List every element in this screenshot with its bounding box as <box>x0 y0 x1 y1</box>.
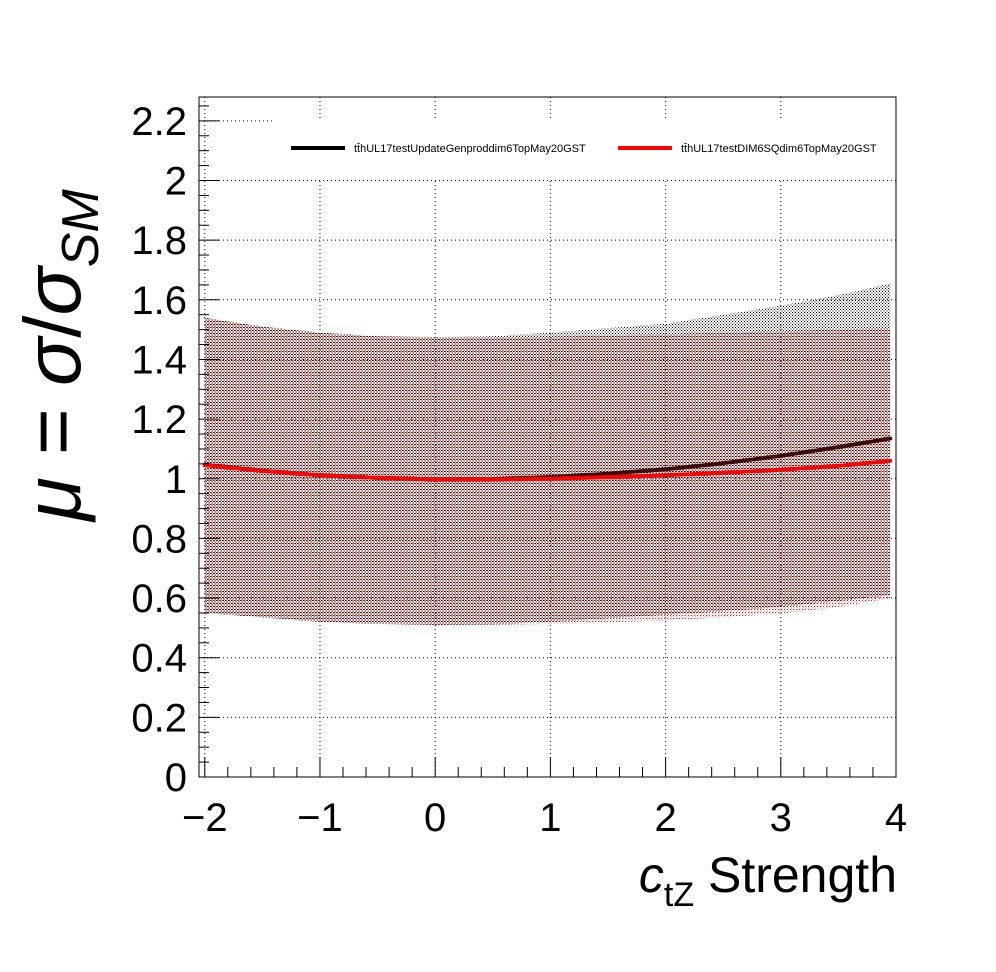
y-axis-title-eq: = <box>8 386 97 477</box>
tick-labels: −2 −1 0 1 2 3 4 0 0.2 0.4 0.6 0.8 1 1.2 1.4 1.6 1.8 2 2.2 <box>131 100 907 840</box>
x-tick-label-5: 3 <box>770 796 792 840</box>
legend-label-1: tt̄hUL17testDIM6SQdim6TopMay20GST <box>681 143 877 155</box>
axis-ticks <box>199 105 897 778</box>
y-tick-label-2: 0.4 <box>131 637 187 681</box>
uncertainty-bands <box>204 283 891 625</box>
y-axis-title-sigma: σ <box>8 335 97 386</box>
y-axis-title-slash: / <box>8 315 97 338</box>
y-tick-label-3: 0.6 <box>131 577 187 621</box>
x-tick-label-3: 1 <box>539 796 561 840</box>
y-tick-label-1: 0.2 <box>131 696 187 740</box>
y-tick-label-11: 2.2 <box>131 100 187 144</box>
y-tick-label-4: 0.8 <box>131 517 187 561</box>
legend: tt̄hUL17testUpdateGenproddim6TopMay20GST… <box>291 143 877 155</box>
y-tick-label-10: 2 <box>165 160 187 204</box>
y-tick-label-0: 0 <box>165 756 187 800</box>
x-tick-label-0: −2 <box>182 796 228 840</box>
legend-entry-0: tt̄hUL17testUpdateGenproddim6TopMay20GST <box>291 143 586 155</box>
x-axis-title-text: Strength <box>694 847 897 903</box>
x-axis-title: ctZ Strength <box>639 847 897 914</box>
legend-box <box>275 120 897 180</box>
y-axis-title-mu: μ <box>8 477 97 523</box>
x-tick-label-2: 0 <box>424 796 446 840</box>
series-lines <box>202 436 893 482</box>
y-tick-label-9: 1.8 <box>131 219 187 263</box>
x-axis-title-subscript: tZ <box>664 876 694 914</box>
series-line-1 <box>202 458 893 482</box>
legend-entry-1: tt̄hUL17testDIM6SQdim6TopMay20GST <box>618 143 877 155</box>
y-tick-label-8: 1.6 <box>131 279 187 323</box>
y-axis-title: μ = σ/σSM <box>8 189 110 523</box>
plot-frame <box>198 96 897 778</box>
x-tick-label-6: 4 <box>885 796 907 840</box>
x-tick-label-1: −1 <box>297 796 343 840</box>
uncertainty-band-1 <box>204 317 891 625</box>
y-tick-label-6: 1.2 <box>131 398 187 442</box>
y-axis-title-sigma2: σ <box>8 265 97 316</box>
x-axis-title-symbol: c <box>639 847 664 903</box>
y-axis-title-subscript: SM <box>52 189 110 268</box>
y-tick-label-7: 1.4 <box>131 338 187 382</box>
y-tick-label-5: 1 <box>165 458 187 502</box>
legend-label-0: tt̄hUL17testUpdateGenproddim6TopMay20GST <box>354 143 586 155</box>
x-tick-label-4: 2 <box>654 796 676 840</box>
